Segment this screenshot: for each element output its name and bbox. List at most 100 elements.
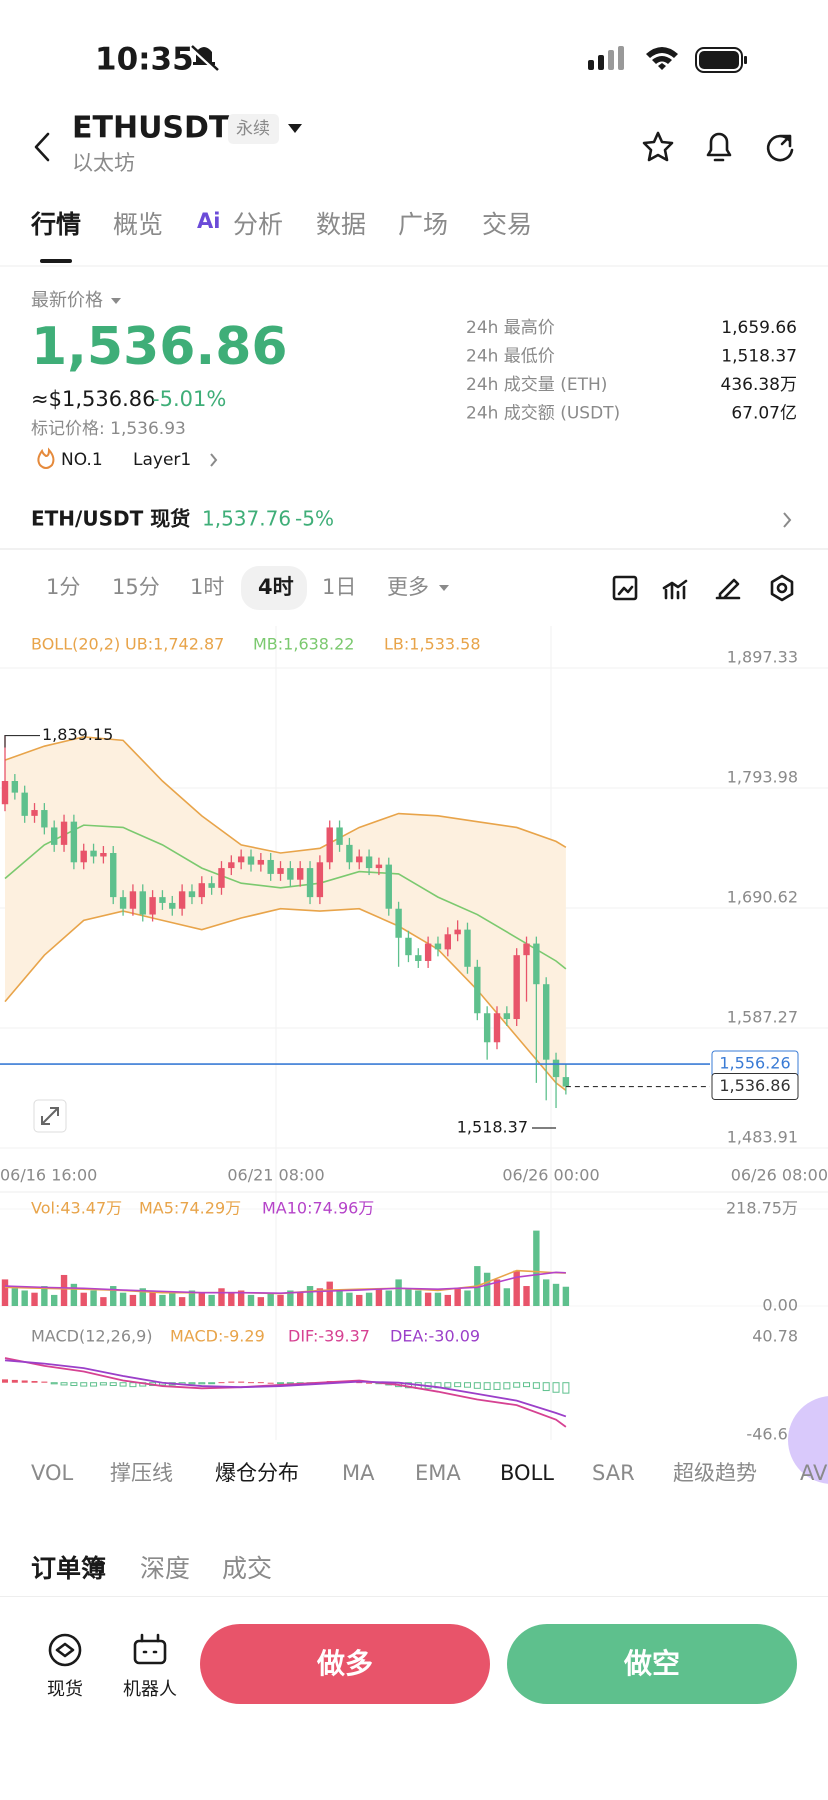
candle-body — [552, 1059, 560, 1078]
volume-bar — [228, 1292, 235, 1306]
tab[interactable]: 交易 — [482, 210, 532, 239]
tag-bg — [228, 114, 279, 144]
chart-tools — [612, 574, 794, 602]
macd-bar — [2, 1379, 8, 1383]
tab[interactable]: 行情 — [30, 210, 81, 239]
volume-bar — [198, 1292, 205, 1306]
interval[interactable]: 1时 — [190, 575, 224, 599]
interval[interactable]: 15分 — [112, 575, 160, 599]
order-tab[interactable]: 成交 — [222, 1554, 272, 1583]
candle-body — [513, 955, 520, 1020]
macd-bar — [238, 1381, 245, 1383]
candle-body — [306, 868, 314, 898]
tab[interactable]: 数据 — [316, 210, 366, 239]
y-tick-label: 218.75万 — [726, 1199, 798, 1218]
volume-bar — [365, 1292, 373, 1306]
indicator-tab[interactable]: 爆仓分布 — [215, 1461, 299, 1485]
macd-bar — [60, 1382, 68, 1386]
volume-bar — [129, 1294, 137, 1306]
candle-body — [543, 984, 550, 1060]
price-tag — [711, 1073, 799, 1101]
order-tab[interactable]: 深度 — [140, 1554, 190, 1583]
stat-value: 67.07亿 — [731, 404, 797, 424]
candle-body — [218, 868, 225, 888]
more-dropdown[interactable] — [439, 585, 449, 591]
assistant-bubble[interactable] — [788, 1396, 828, 1484]
y-tick-label: 40.78 — [752, 1327, 798, 1346]
order-tab[interactable]: 订单簿 — [31, 1554, 106, 1583]
spot-name[interactable]: ETH/USDT 现货 — [31, 507, 190, 531]
macd-bar — [50, 1382, 58, 1385]
candle-body — [51, 827, 58, 845]
low-label: 1,518.37 — [457, 1118, 528, 1137]
bottom-item[interactable]: 现货 — [47, 1679, 83, 1700]
indicator-tab[interactable]: AVL — [800, 1461, 828, 1485]
rank[interactable]: NO.1 — [61, 450, 103, 470]
price-change: -5.01% — [152, 387, 226, 411]
mark-price: 标记价格: 1,536.93 — [31, 419, 186, 439]
volume-legend: MA5:74.29万 — [139, 1199, 241, 1218]
macd-bar — [129, 1382, 137, 1388]
interval[interactable]: 更多 — [387, 575, 429, 599]
spot-chevron[interactable] — [783, 512, 792, 528]
x-tick-label: 06/26 08:00 — [731, 1166, 828, 1185]
bottom-item[interactable]: 机器人 — [123, 1679, 177, 1700]
candle-body — [188, 891, 196, 898]
buy-button[interactable] — [200, 1624, 490, 1704]
price-dropdown[interactable] — [111, 298, 121, 304]
candle-body — [198, 883, 205, 898]
tab[interactable]: 广场 — [398, 210, 448, 239]
tool-layout[interactable] — [612, 575, 638, 601]
tool-settings[interactable] — [770, 574, 794, 602]
volume-bar — [277, 1294, 284, 1306]
candle-body — [1, 781, 9, 805]
indicator-tab[interactable]: BOLL — [500, 1461, 554, 1485]
candle-body — [277, 868, 284, 874]
volume-bar — [90, 1290, 97, 1306]
buy-label[interactable]: 做多 — [316, 1647, 373, 1680]
alert-button[interactable] — [706, 132, 732, 162]
candle-body — [454, 929, 461, 935]
symbol-dropdown[interactable] — [288, 124, 302, 133]
indicator-tab[interactable]: EMA — [415, 1461, 461, 1485]
candle-body — [424, 943, 432, 961]
share-button[interactable] — [766, 134, 794, 162]
volume-bar — [464, 1290, 471, 1306]
indicator-tab[interactable]: VOL — [31, 1461, 74, 1485]
volume-bar — [434, 1292, 442, 1306]
candlestick-chart: 1,897.33 1,793.98 1,690.62 1,587.27 1,483.91… — [0, 626, 828, 1444]
tab[interactable]: 分析 — [233, 210, 283, 239]
volume-bar — [483, 1272, 491, 1306]
tab[interactable]: 概览 — [113, 210, 163, 239]
price-tag-label: 1,556.26 — [719, 1054, 790, 1073]
favorite-button[interactable] — [642, 131, 674, 162]
sell-button[interactable] — [507, 1624, 797, 1704]
volume-bar — [159, 1294, 166, 1306]
indicator-tab[interactable]: MA — [342, 1461, 375, 1485]
macd-bar — [21, 1380, 28, 1383]
candle-body — [60, 821, 68, 845]
macd-bar — [228, 1381, 235, 1383]
interval[interactable]: 1日 — [322, 575, 356, 599]
interval[interactable]: 4时 — [258, 575, 294, 599]
spot-price: 1,537.76 — [202, 507, 291, 531]
sector[interactable]: Layer1 — [133, 450, 191, 470]
back-button[interactable] — [34, 132, 50, 162]
candle-body — [336, 827, 343, 845]
candle-body — [80, 850, 87, 863]
indicator-tab[interactable]: 超级趋势 — [673, 1461, 757, 1485]
tool-indicators[interactable] — [662, 579, 688, 600]
indicator-tab[interactable]: 撑压线 — [110, 1461, 173, 1485]
boll-legend: MB:1,638.22 — [253, 635, 354, 654]
macd-dif — [4, 1357, 567, 1428]
volume-bar — [237, 1290, 245, 1306]
candle-body — [90, 850, 97, 857]
tool-draw[interactable] — [715, 578, 741, 600]
interval[interactable]: 1分 — [46, 575, 80, 599]
x-tick-label: 06/26 00:00 — [502, 1166, 599, 1185]
candle-body — [503, 1013, 511, 1020]
status-icons — [190, 45, 747, 74]
stat-value: 436.38万 — [721, 375, 797, 395]
indicator-tab[interactable]: SAR — [592, 1461, 635, 1485]
sell-label[interactable]: 做空 — [623, 1647, 680, 1680]
